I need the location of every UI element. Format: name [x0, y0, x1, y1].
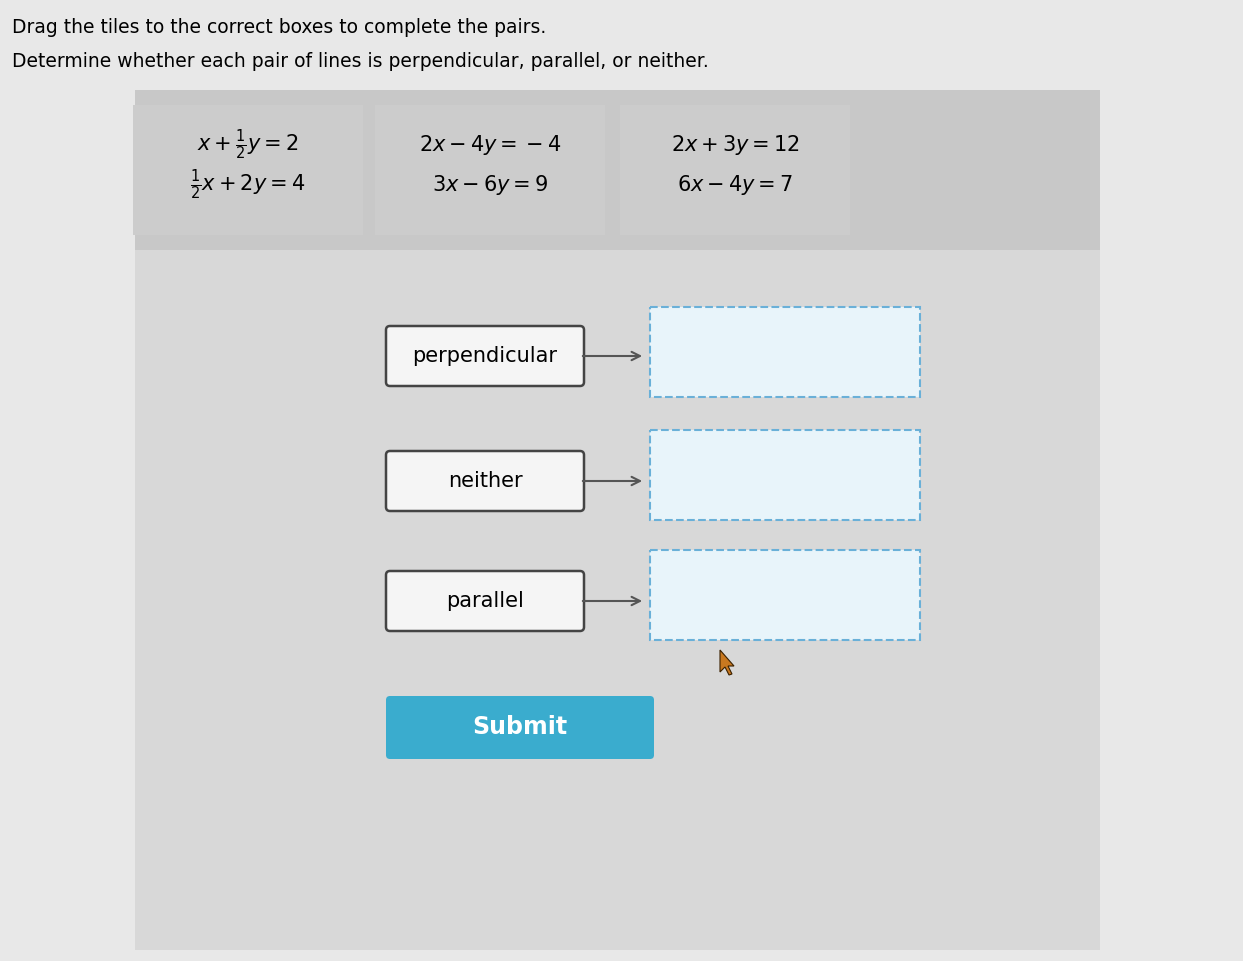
FancyBboxPatch shape	[387, 571, 584, 631]
Text: neither: neither	[447, 471, 522, 491]
FancyBboxPatch shape	[375, 105, 605, 235]
Bar	[650, 430, 920, 520]
Text: perpendicular: perpendicular	[413, 346, 558, 366]
Text: parallel: parallel	[446, 591, 525, 611]
Text: $3x - 6y = 9$: $3x - 6y = 9$	[431, 173, 548, 197]
Text: Drag the tiles to the correct boxes to complete the pairs.: Drag the tiles to the correct boxes to c…	[12, 18, 546, 37]
Text: $\frac{1}{2}x + 2y = 4$: $\frac{1}{2}x + 2y = 4$	[190, 168, 306, 202]
Text: $2x - 4y = -4$: $2x - 4y = -4$	[419, 133, 561, 157]
FancyBboxPatch shape	[135, 250, 1100, 950]
FancyBboxPatch shape	[135, 90, 1100, 250]
FancyBboxPatch shape	[387, 451, 584, 511]
Text: $x + \frac{1}{2}y = 2$: $x + \frac{1}{2}y = 2$	[198, 128, 298, 162]
Polygon shape	[720, 650, 735, 675]
FancyBboxPatch shape	[387, 696, 654, 759]
FancyBboxPatch shape	[387, 326, 584, 386]
Text: $2x + 3y = 12$: $2x + 3y = 12$	[670, 133, 799, 157]
FancyBboxPatch shape	[133, 105, 363, 235]
Bar	[650, 550, 920, 640]
Text: Determine whether each pair of lines is perpendicular, parallel, or neither.: Determine whether each pair of lines is …	[12, 52, 709, 71]
Text: $6x - 4y = 7$: $6x - 4y = 7$	[677, 173, 793, 197]
FancyBboxPatch shape	[620, 105, 850, 235]
Text: Submit: Submit	[472, 716, 568, 740]
Bar	[650, 307, 920, 397]
